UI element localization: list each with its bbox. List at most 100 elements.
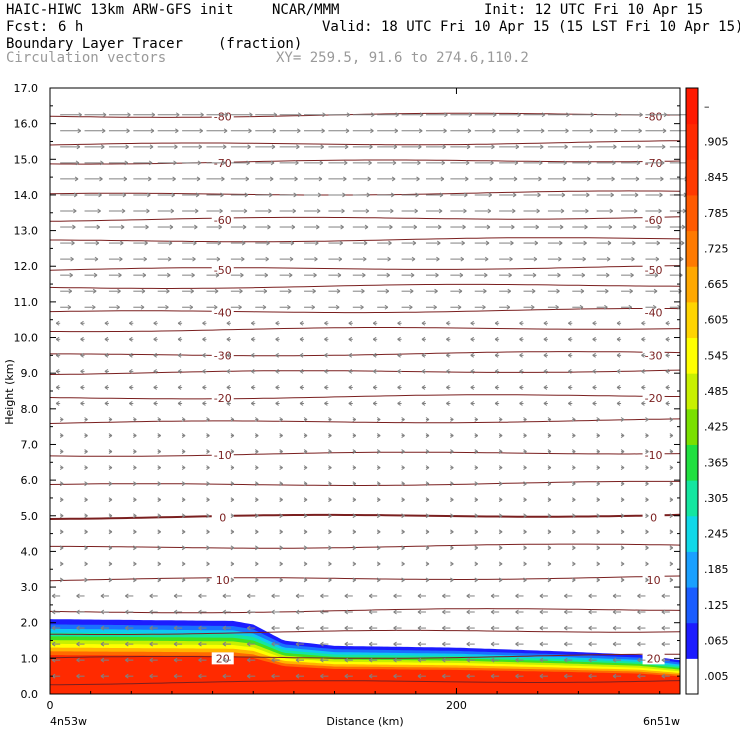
wind-vector-head <box>142 272 147 278</box>
wind-vector-head <box>295 673 300 679</box>
wind-vector-head <box>523 449 527 455</box>
wind-vector-head <box>442 609 446 615</box>
wind-vector-head <box>637 657 641 663</box>
wind-vector-head <box>181 577 186 583</box>
wind-vector-head <box>450 433 454 438</box>
wind-vector-head <box>490 593 495 599</box>
wind-vector-head <box>320 673 324 679</box>
wind-vector-head <box>397 368 401 374</box>
wind-vector-head <box>517 112 521 118</box>
wind-vector-head <box>230 529 235 535</box>
contour-label-bg <box>211 213 234 226</box>
wind-vector-head <box>287 304 291 310</box>
wind-vector-head <box>157 497 161 503</box>
wind-vector-head <box>104 368 109 374</box>
wind-vector-head <box>635 176 640 182</box>
wind-vector-head <box>653 288 658 294</box>
wind-vector-head <box>604 288 609 294</box>
wind-vector-head <box>372 320 377 326</box>
wind-vector-head <box>376 545 381 551</box>
wind-vector-head <box>661 673 666 679</box>
wind-vector-head <box>264 272 269 278</box>
wind-vector-head <box>656 240 661 246</box>
wind-vector-head <box>498 545 503 551</box>
wind-vector-head <box>579 304 584 310</box>
wind-vector-head <box>144 240 148 246</box>
wind-vector-head <box>498 529 503 535</box>
wind-vector-head <box>153 368 157 374</box>
wind-vector-head <box>392 160 397 166</box>
colorbar-swatch <box>686 123 698 160</box>
wind-vector-head <box>366 192 371 198</box>
wind-vector-head <box>352 513 357 519</box>
wind-vector-head <box>157 481 161 487</box>
wind-vector-head <box>348 336 353 342</box>
wind-vector-head <box>230 561 235 567</box>
wind-vector-head <box>80 401 84 406</box>
wind-vector-head <box>491 144 495 150</box>
wind-vector-head <box>202 336 206 342</box>
wind-vector-head <box>592 320 596 326</box>
wind-vector-head <box>126 128 130 134</box>
wind-vector-head <box>69 272 73 278</box>
wind-vector-head <box>661 641 666 647</box>
wind-vector-head <box>425 545 430 551</box>
wind-vector-head <box>324 352 328 358</box>
wind-vector-head <box>581 272 586 278</box>
wind-vector-head <box>435 272 439 278</box>
wind-vector-head <box>315 224 320 230</box>
wind-vector-head <box>486 224 491 230</box>
wind-vector-head <box>425 449 430 455</box>
wind-vector-head <box>153 336 157 342</box>
wind-vector-head <box>279 529 283 535</box>
wind-vector-head <box>613 128 618 134</box>
wind-vector-head <box>214 288 219 294</box>
temperature-contour-line <box>50 237 681 243</box>
wind-vector-head <box>99 176 103 182</box>
wind-vector-head <box>470 336 475 342</box>
wind-vector-head <box>490 609 495 615</box>
wind-vector-head <box>376 481 381 487</box>
wind-vector-head <box>220 192 224 198</box>
wind-vector-head <box>568 352 572 358</box>
wind-vector-head <box>372 352 377 358</box>
wind-vector-head <box>84 545 88 551</box>
colorbar-swatch <box>686 444 698 481</box>
wind-vector-head <box>498 481 503 487</box>
wind-vector-head <box>352 545 357 551</box>
wind-vector-head <box>376 465 381 471</box>
contour-label-bg <box>211 306 234 319</box>
wind-vector-head <box>433 304 437 310</box>
wind-vector-head <box>416 176 420 182</box>
wind-vector-head <box>669 417 674 422</box>
wind-vector-head <box>80 352 84 358</box>
wind-vector-head <box>516 128 521 134</box>
colorbar-label: .725 <box>704 242 729 255</box>
wind-vector-head <box>344 609 349 615</box>
x-axis: 0 200 <box>47 88 661 712</box>
wind-vector-head <box>120 224 125 230</box>
wind-vector-head <box>483 288 487 294</box>
wind-vector-head <box>213 304 218 310</box>
temperature-contour-line <box>49 159 681 165</box>
wind-vector-head <box>303 417 308 422</box>
wind-vector-head <box>555 304 559 310</box>
wind-vector-head <box>450 417 454 422</box>
contour-label: 10 <box>647 574 661 587</box>
colorbar-swatch <box>686 373 698 410</box>
temperature-contour-line <box>49 418 681 424</box>
wind-vector-head <box>100 641 105 647</box>
wind-vector-head <box>206 417 210 422</box>
wind-vector-head <box>157 465 161 471</box>
wind-vector-head <box>328 577 332 583</box>
wind-vector-head <box>133 497 137 503</box>
wind-vector-head <box>425 497 430 503</box>
wind-vector-head <box>612 673 617 679</box>
wind-vector-head <box>464 192 468 198</box>
wind-vector-head <box>352 497 357 503</box>
contour-label-bg <box>211 573 234 586</box>
wind-vector-head <box>665 352 670 358</box>
wind-vector-head <box>636 160 641 166</box>
wind-vector-head <box>425 513 430 519</box>
wind-vector-head <box>74 176 79 182</box>
